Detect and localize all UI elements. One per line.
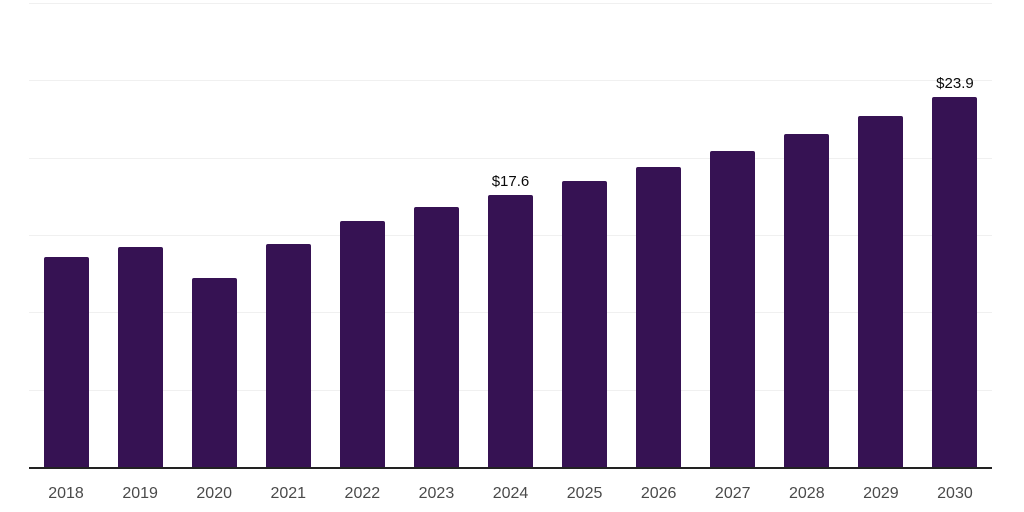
- x-tick-label-2023: 2023: [418, 485, 455, 502]
- x-tick-label-2020: 2020: [196, 485, 232, 502]
- bar-2027: [710, 151, 756, 467]
- bar-2028: [784, 134, 830, 467]
- bar-2018: [43, 256, 89, 467]
- x-tick-label-2030: 2030: [937, 485, 973, 502]
- bar-2023: [413, 207, 459, 467]
- bar-2025: [562, 180, 608, 467]
- x-tick-label-2024: 2024: [492, 485, 529, 502]
- x-tick-label-2018: 2018: [48, 485, 84, 502]
- bar-value-label-2024: $17.6: [491, 172, 530, 190]
- bar-value-label-2030: $23.9: [936, 75, 974, 93]
- bar-2029: [858, 115, 904, 467]
- bar-2026: [636, 166, 682, 467]
- x-tick-label-2029: 2029: [863, 485, 899, 502]
- x-tick-label-2028: 2028: [789, 485, 825, 502]
- gridline-y25: [29, 80, 992, 82]
- x-axis-line: [29, 467, 992, 469]
- x-tick-label-2026: 2026: [640, 485, 677, 502]
- x-tick-label-2019: 2019: [122, 485, 158, 502]
- x-tick-label-2022: 2022: [344, 485, 381, 502]
- x-tick-label-2027: 2027: [714, 485, 751, 502]
- x-tick-label-2025: 2025: [566, 485, 603, 502]
- bar-2021: [265, 244, 311, 467]
- bar-2022: [339, 221, 385, 467]
- bar-2020: [191, 278, 237, 467]
- x-tick-label-2021: 2021: [270, 485, 307, 502]
- bar-2024: [488, 194, 533, 467]
- gridline-y20: [29, 157, 992, 159]
- bar-2030: [932, 97, 978, 467]
- bar-2019: [117, 247, 163, 467]
- gridline-y30: [29, 3, 992, 4]
